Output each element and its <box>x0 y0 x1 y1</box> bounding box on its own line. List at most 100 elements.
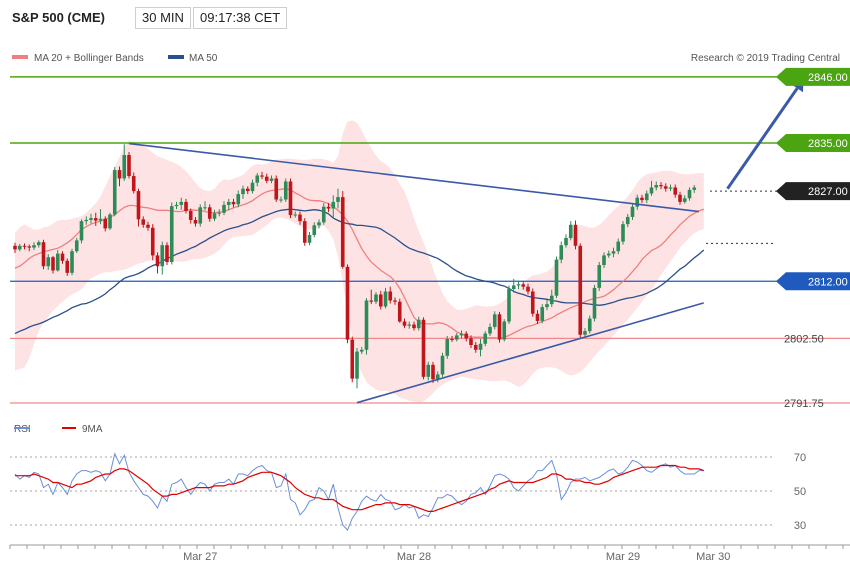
candle-body <box>369 300 374 302</box>
research-credit: Research © 2019 Trading Central <box>691 53 840 64</box>
candle-body <box>611 251 616 254</box>
rsi-ma-legend-label: 9MA <box>82 424 103 435</box>
candle-body <box>174 204 179 207</box>
candles <box>13 144 697 389</box>
candle-body <box>421 319 426 377</box>
candle-body <box>649 187 654 194</box>
timestamp: 09:17:38 CET <box>193 7 288 29</box>
candle-body <box>22 245 27 247</box>
candle-body <box>602 255 606 266</box>
candle-body <box>307 234 312 243</box>
candle-body <box>70 251 74 273</box>
candle-body <box>288 181 293 216</box>
candle-body <box>65 260 70 273</box>
candle-body <box>165 245 169 263</box>
x-axis: Mar 27 Mar 28 Mar 29 Mar 30 <box>9 545 844 563</box>
candle-body <box>122 155 127 179</box>
level-label: 2846.00 <box>808 72 848 84</box>
trendline <box>356 302 704 404</box>
candle-body <box>312 225 317 235</box>
candle-body <box>60 253 65 261</box>
candle-body <box>692 187 697 190</box>
bollinger-band <box>15 120 704 403</box>
level-label-tag <box>776 134 850 152</box>
candle-body <box>340 197 345 267</box>
candle-body <box>426 364 431 377</box>
candle-body <box>331 201 336 209</box>
candle-body <box>207 207 212 219</box>
candle-body <box>241 188 245 195</box>
level-label: 2812.00 <box>808 276 848 288</box>
projection-arrow-shaft <box>726 87 799 190</box>
candle-body <box>459 333 464 336</box>
bollinger-band-area <box>15 120 704 403</box>
candle-body <box>74 240 79 252</box>
candle-body <box>431 364 435 380</box>
x-tick-label: Mar 30 <box>696 551 730 563</box>
level-label-tag <box>776 272 850 291</box>
candle-body <box>302 221 307 243</box>
candle-body <box>41 242 46 267</box>
level-label: 2791.75 <box>784 398 824 410</box>
x-tick-label: Mar 28 <box>397 551 431 563</box>
candle-body <box>492 314 497 327</box>
instrument-title: S&P 500 (CME) <box>12 10 105 25</box>
candle-body <box>568 224 573 238</box>
candle-body <box>212 213 217 219</box>
candle-body <box>13 245 17 250</box>
candle-body <box>540 307 545 321</box>
candle-body <box>507 289 511 322</box>
candle-body <box>264 176 269 181</box>
candle-body <box>625 216 630 225</box>
candle-body <box>668 187 673 189</box>
moving-averages <box>14 188 705 340</box>
candle-body <box>269 178 274 181</box>
candle-body <box>108 214 112 229</box>
candle-body <box>578 245 583 335</box>
candle-body <box>141 219 146 225</box>
candle-body <box>464 333 469 339</box>
candle-body <box>160 245 165 267</box>
candle-body <box>393 300 397 302</box>
rsi-panel: 30 50 70 <box>10 427 806 532</box>
candle-body <box>535 313 540 321</box>
candle-body <box>663 186 668 189</box>
interval-selector[interactable]: 30 MIN <box>135 7 191 29</box>
ma20-line <box>14 188 705 340</box>
candle-body <box>255 175 260 183</box>
candle-body <box>188 210 193 220</box>
candle-body <box>435 374 440 380</box>
candle-body <box>587 318 592 332</box>
candle-body <box>293 214 298 216</box>
rsi-tick-label: 50 <box>794 486 806 498</box>
candle-body <box>236 194 241 205</box>
ma50-legend-swatch <box>168 55 184 59</box>
candle-body <box>416 319 421 329</box>
candle-body <box>402 321 407 326</box>
candle-body <box>245 188 250 192</box>
rsi-legend-label: RSI <box>14 424 31 435</box>
price-level-labels: 2846.00 2835.00 2827.00 2812.00 2802.50 2791.… <box>776 67 850 410</box>
ma50-line <box>14 208 705 335</box>
candle-body <box>103 218 108 229</box>
candle-body <box>250 182 255 192</box>
candle-body <box>198 207 203 224</box>
candle-body <box>554 259 559 296</box>
level-label-tag <box>776 67 850 86</box>
candle-body <box>530 291 535 314</box>
rsi-line <box>14 452 704 532</box>
candle-body <box>635 197 640 207</box>
candle-body <box>17 245 22 250</box>
candle-body <box>326 206 331 209</box>
candle-body <box>516 284 521 286</box>
candle-body <box>483 333 488 344</box>
level-label: 2827.00 <box>808 186 848 198</box>
candle-body <box>445 338 450 356</box>
trendlines <box>128 79 804 404</box>
candle-body <box>616 241 621 252</box>
level-label: 2835.00 <box>808 138 848 150</box>
candle-body <box>473 344 478 350</box>
candle-body <box>412 324 416 329</box>
candle-body <box>630 206 635 217</box>
